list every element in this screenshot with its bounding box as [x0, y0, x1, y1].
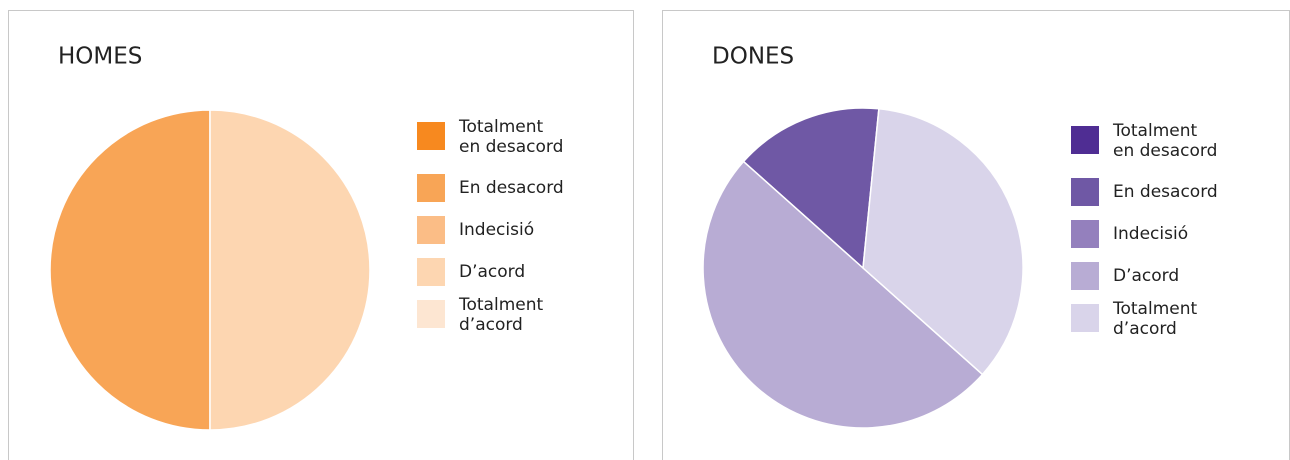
legend-swatch — [417, 258, 445, 286]
legend-label: Indecisió — [459, 220, 534, 240]
pie-slice — [862, 107, 1024, 376]
legend-label: En desacord — [1113, 182, 1218, 202]
legend-swatch — [417, 300, 445, 328]
chart-title: DONES — [712, 44, 794, 70]
legend-label: D’acord — [459, 262, 525, 282]
pie-slice — [209, 109, 371, 431]
legend-label: Totalment d’acord — [1112, 299, 1203, 339]
legend-label: Indecisió — [1113, 224, 1188, 244]
legend-label: Totalment d’acord — [458, 295, 549, 335]
legend-swatch — [1071, 262, 1099, 290]
legend-swatch — [417, 174, 445, 202]
legend-label: D’acord — [1113, 266, 1179, 286]
legend-swatch — [1071, 126, 1099, 154]
pie-slice — [742, 107, 880, 270]
chart-title: HOMES — [58, 44, 142, 70]
legend-label: En desacord — [459, 178, 564, 198]
legend-swatch — [1071, 304, 1099, 332]
legend-swatch — [417, 122, 445, 150]
panel — [8, 10, 634, 460]
pie-slice — [49, 109, 211, 431]
legend-label: Totalment en desacord — [1112, 121, 1217, 161]
legend-swatch — [1071, 178, 1099, 206]
legend-swatch — [417, 216, 445, 244]
pie-slice — [702, 160, 984, 429]
legend-label: Totalment en desacord — [458, 117, 563, 157]
legend-swatch — [1071, 220, 1099, 248]
